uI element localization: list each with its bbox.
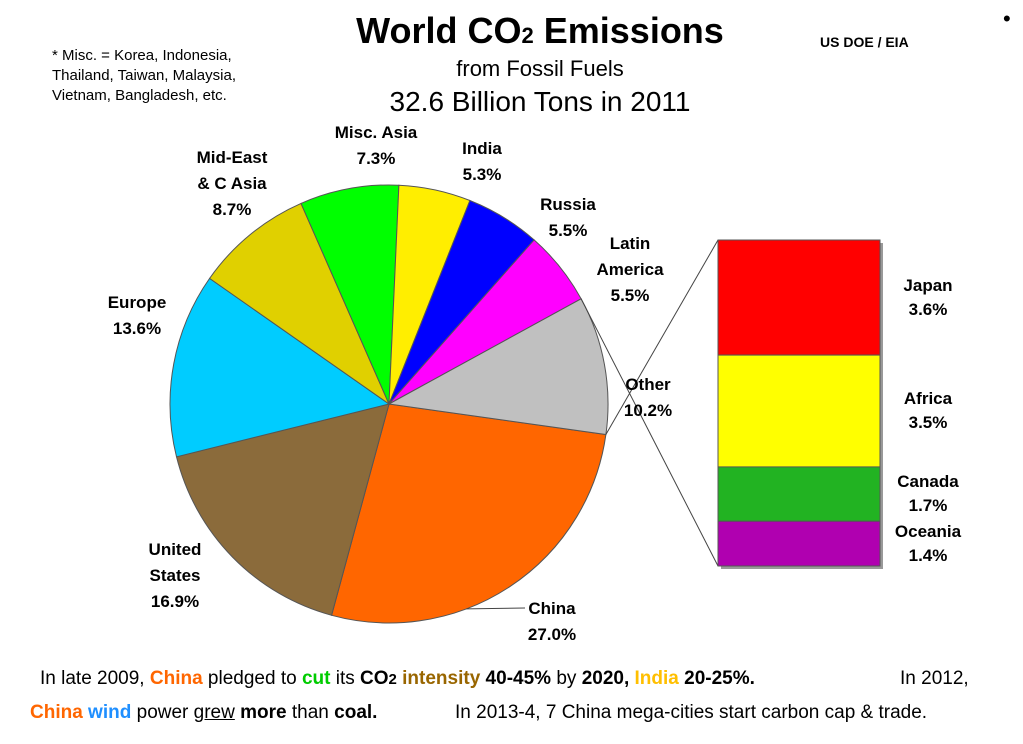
bar-oceania <box>717 520 881 567</box>
misc-footnote: * Misc. = Korea, Indonesia, Thailand, Ta… <box>52 47 236 104</box>
label-japan: Japan 3.6% <box>903 275 953 319</box>
label-mideast: Mid-East & C Asia 8.7% <box>196 148 268 219</box>
slice-europe <box>169 277 391 458</box>
label-united-states: United States 16.9% <box>148 540 202 611</box>
label-latin-america: Latin America 5.5% <box>596 234 664 305</box>
bar-canada <box>717 466 881 522</box>
label-canada: Canada 1.7% <box>897 472 959 516</box>
slice-china <box>330 403 607 624</box>
bullet-dot: • <box>1003 6 1011 31</box>
label-china: China 27.0% <box>527 599 577 644</box>
label-oceania: Oceania 1.4% <box>894 521 962 565</box>
slice-united-states <box>175 403 390 616</box>
source-label: US DOE / EIA <box>820 34 909 50</box>
footer-line-2: China wind power grew more than coal. <box>30 702 378 723</box>
connector-bottom <box>580 298 719 567</box>
connector-top <box>605 239 719 435</box>
label-europe: Europe 13.6% <box>107 293 167 338</box>
chart-subtitle: from Fossil Fuels <box>456 56 624 81</box>
china-leader-line <box>466 607 526 610</box>
footer-line-1: In late 2009, China pledged to cut its C… <box>40 668 755 689</box>
slice-mideast <box>208 202 391 406</box>
chart-title: World CO2 Emissions <box>356 10 724 51</box>
bar-japan <box>717 239 881 356</box>
label-india: India 5.3% <box>462 139 502 184</box>
bar-africa <box>717 354 881 468</box>
slice-misc-asia <box>300 184 400 405</box>
label-russia: Russia 5.5% <box>540 195 596 240</box>
label-misc-asia: Misc. Asia 7.3% <box>334 123 418 168</box>
label-africa: Africa 3.5% <box>903 388 953 432</box>
chart-total: 32.6 Billion Tons in 2011 <box>389 86 691 117</box>
footer-line-1-right: In 2012, <box>900 668 969 689</box>
label-other: Other 10.2% <box>623 375 673 420</box>
footer-line-2-right: In 2013-4, 7 China mega-cities start car… <box>455 702 928 723</box>
